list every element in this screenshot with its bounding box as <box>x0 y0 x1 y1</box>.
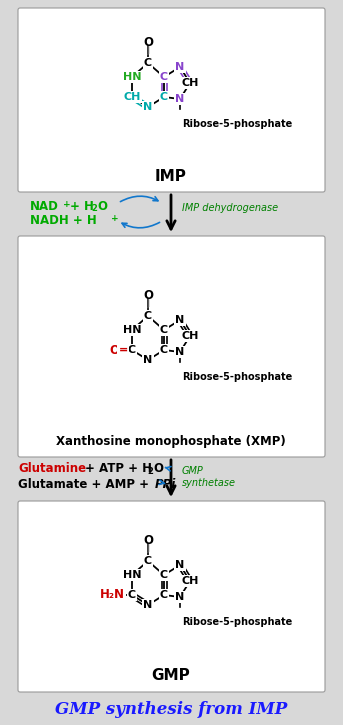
Text: C: C <box>160 72 168 82</box>
Text: CH: CH <box>181 331 199 341</box>
Text: O: O <box>109 344 119 357</box>
Text: HN: HN <box>123 325 141 335</box>
Text: PPi: PPi <box>155 478 176 492</box>
Text: C: C <box>160 92 168 102</box>
Text: N: N <box>175 94 185 104</box>
Text: Ribose-5-phosphate: Ribose-5-phosphate <box>182 372 292 382</box>
FancyBboxPatch shape <box>18 236 325 457</box>
Text: C: C <box>160 590 168 600</box>
FancyBboxPatch shape <box>18 8 325 192</box>
Text: N: N <box>175 315 185 325</box>
Text: O: O <box>97 199 107 212</box>
Text: CH: CH <box>123 92 141 102</box>
Text: NADH + H: NADH + H <box>30 213 97 226</box>
Text: C: C <box>160 325 168 335</box>
Text: + ATP + H: + ATP + H <box>85 463 152 476</box>
Text: HN: HN <box>123 72 141 82</box>
Text: NAD: NAD <box>30 199 59 212</box>
Text: C: C <box>128 590 136 600</box>
Text: N: N <box>175 347 185 357</box>
Text: Glutamate + AMP +: Glutamate + AMP + <box>18 478 153 492</box>
Text: C: C <box>160 345 168 355</box>
Text: ‖: ‖ <box>146 44 150 54</box>
FancyBboxPatch shape <box>18 501 325 692</box>
Text: Ribose-5-phosphate: Ribose-5-phosphate <box>182 119 292 129</box>
Text: N: N <box>143 102 153 112</box>
Text: C: C <box>144 556 152 566</box>
Text: CH: CH <box>181 78 199 88</box>
Text: GMP
synthetase: GMP synthetase <box>182 466 236 488</box>
Text: ‖: ‖ <box>146 542 150 552</box>
Text: IMP dehydrogenase: IMP dehydrogenase <box>182 203 278 213</box>
Text: Glutamine: Glutamine <box>18 463 86 476</box>
Text: C: C <box>144 58 152 68</box>
Text: N: N <box>175 62 185 72</box>
Text: O: O <box>143 534 153 547</box>
Text: N: N <box>175 592 185 602</box>
Text: O: O <box>143 289 153 302</box>
Text: C: C <box>128 345 136 355</box>
Text: O: O <box>153 463 163 476</box>
Text: C: C <box>144 311 152 321</box>
Text: N: N <box>175 560 185 570</box>
Text: HN: HN <box>123 570 141 580</box>
Text: +: + <box>111 213 119 223</box>
Text: GMP: GMP <box>152 668 190 684</box>
Text: O: O <box>143 36 153 49</box>
Text: 2: 2 <box>147 466 153 476</box>
Text: Xanthosine monophosphate (XMP): Xanthosine monophosphate (XMP) <box>56 434 286 447</box>
Text: Ribose-5-phosphate: Ribose-5-phosphate <box>182 617 292 627</box>
Text: =: = <box>118 345 128 355</box>
Text: N: N <box>143 600 153 610</box>
Text: +: + <box>63 199 71 209</box>
Text: 2: 2 <box>91 204 97 212</box>
Text: IMP: IMP <box>155 168 187 183</box>
Text: H₂N: H₂N <box>99 589 125 602</box>
Text: + H: + H <box>70 199 94 212</box>
Text: N: N <box>143 355 153 365</box>
Text: C: C <box>160 570 168 580</box>
Text: GMP synthesis from IMP: GMP synthesis from IMP <box>55 702 287 718</box>
Text: CH: CH <box>181 576 199 586</box>
Text: ‖: ‖ <box>146 297 150 307</box>
